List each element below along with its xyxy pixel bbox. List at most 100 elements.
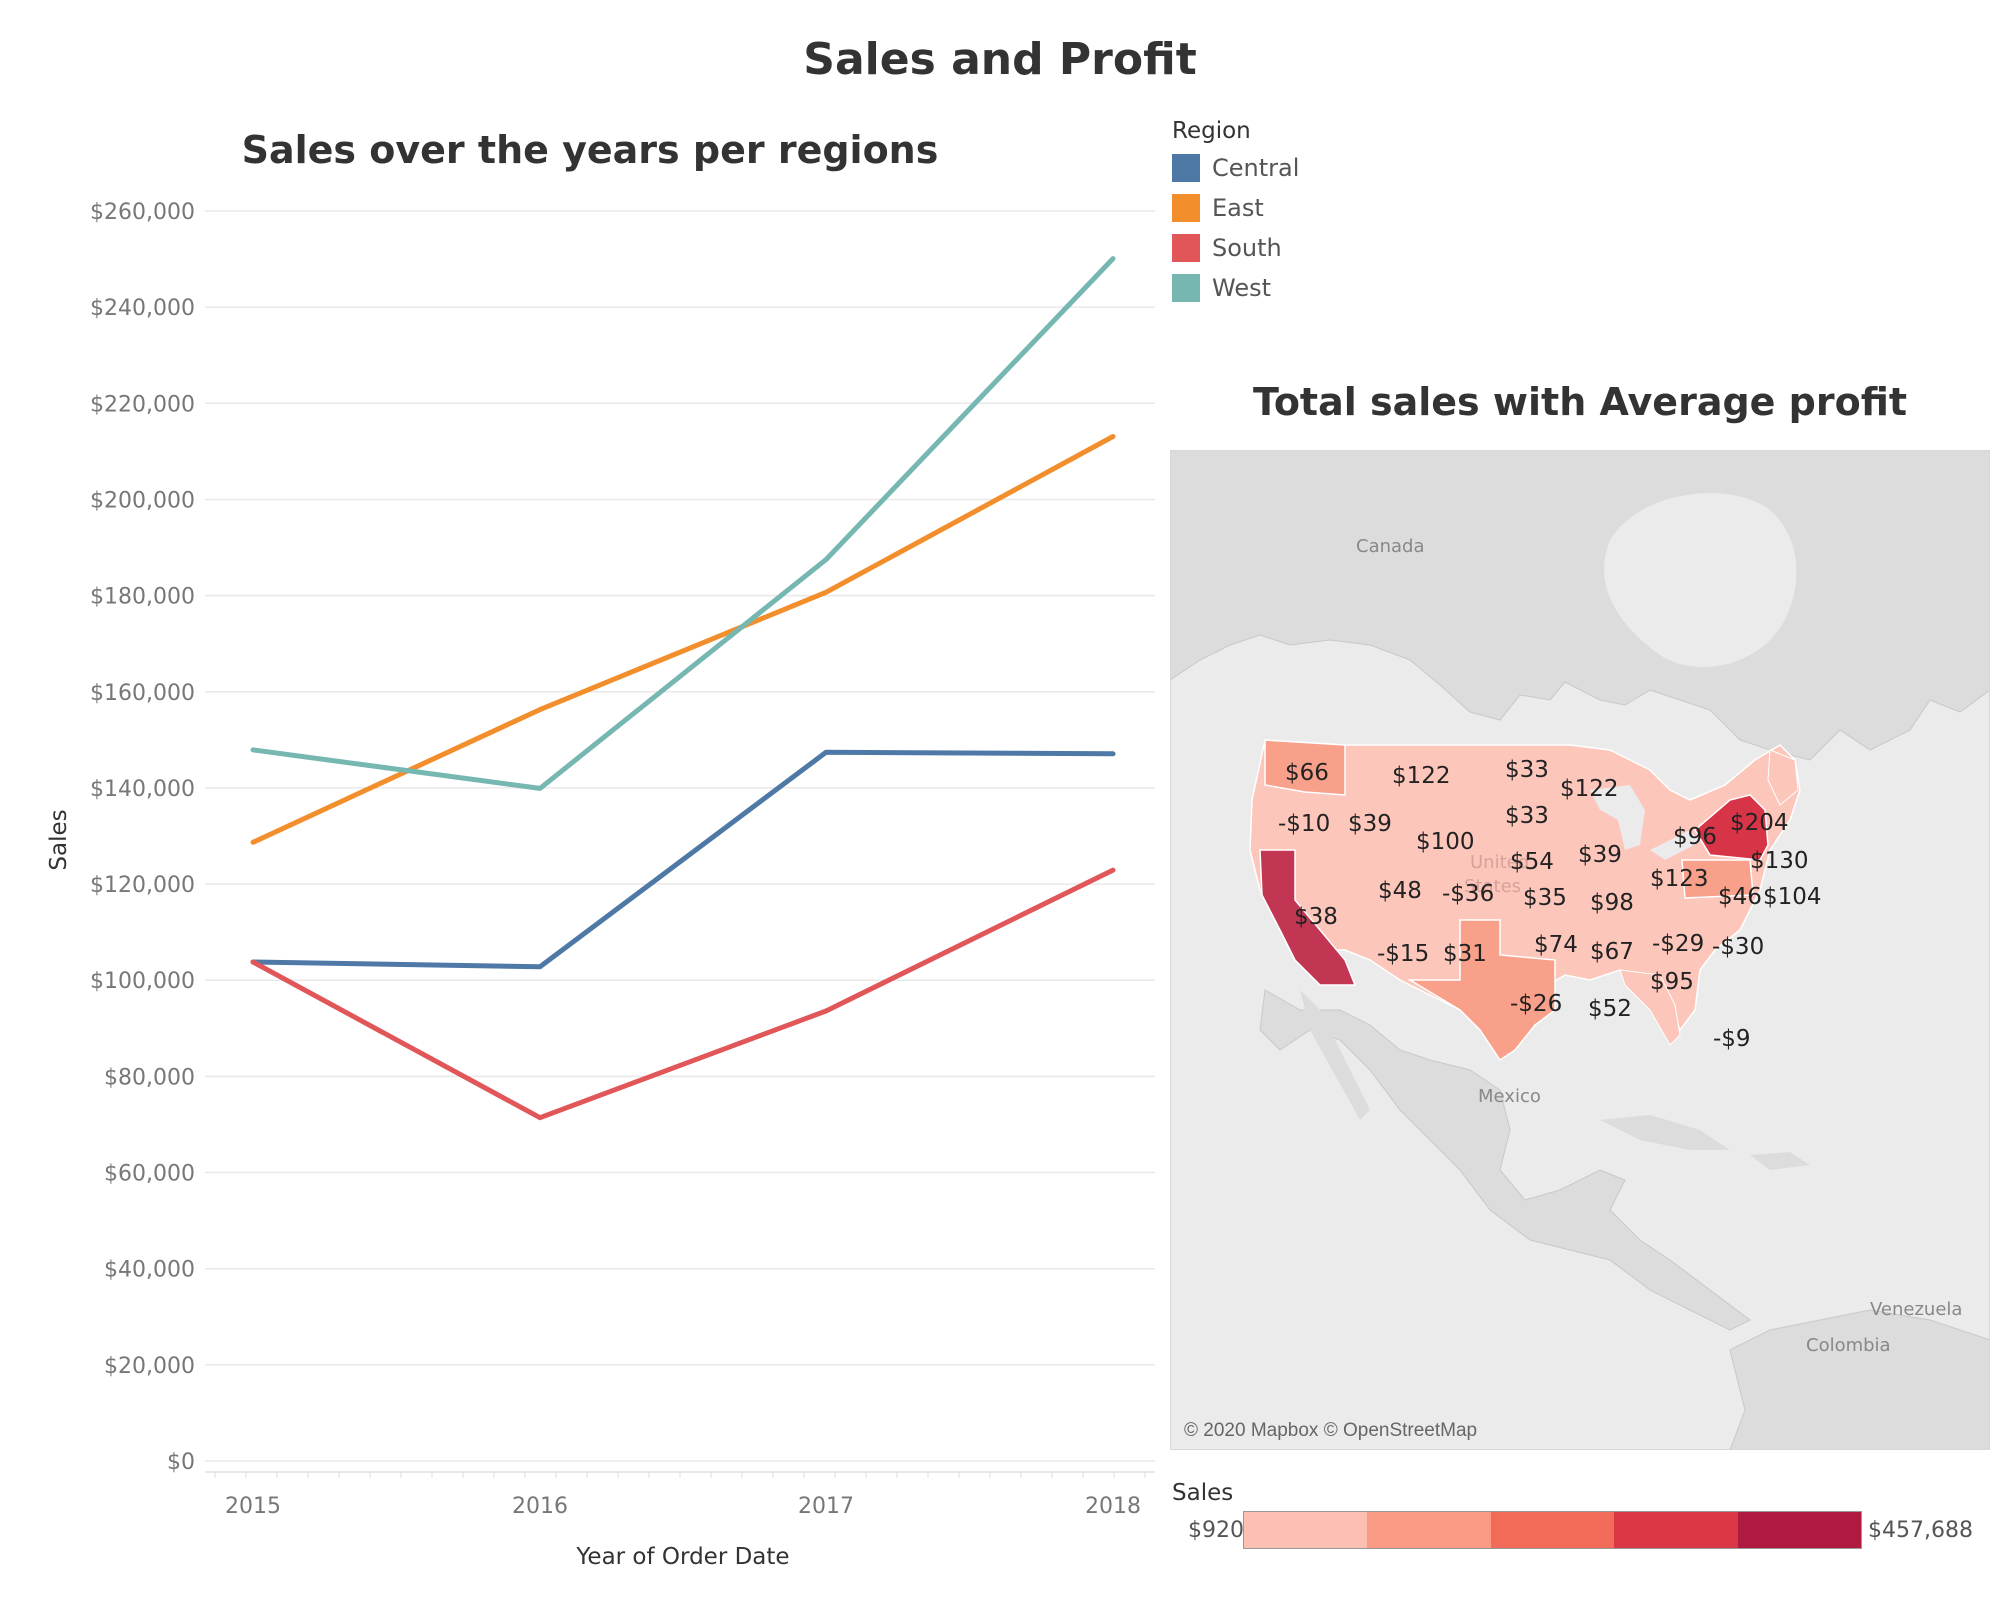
profit-labels: $66 $122 $33 $122 -$10 $39 $33 $100 $54 …	[1278, 757, 1822, 1052]
y-tick-label: $40,000	[104, 1258, 195, 1283]
island-north	[1860, 460, 1970, 550]
x-tick-label: 2016	[512, 1494, 568, 1519]
profit-label: -$29	[1652, 931, 1704, 957]
y-tick-label: $220,000	[90, 392, 195, 417]
line-chart-title: Sales over the years per regions	[241, 128, 939, 172]
map-border	[1170, 450, 1990, 1450]
y-tick-label: $0	[167, 1450, 195, 1475]
state-florida	[1619, 969, 1681, 1046]
cuba-land	[1600, 1115, 1730, 1150]
y-tick-label: $180,000	[90, 585, 195, 610]
y-tick-label: $160,000	[90, 681, 195, 706]
x-tick-label: 2017	[798, 1494, 854, 1519]
sales-map[interactable]: Canada Mexico Venezuela Colombia United …	[1170, 450, 1990, 1450]
legend-item-west[interactable]: West	[1172, 273, 1271, 303]
great-lakes	[1590, 785, 1645, 850]
x-tick-label: 2015	[225, 1494, 281, 1519]
color-scale-step-4	[1614, 1512, 1738, 1548]
series-line-south[interactable]	[250, 867, 1116, 1121]
hudson-bay	[1604, 493, 1797, 667]
y-tick-label: $260,000	[90, 200, 195, 225]
profit-label: $98	[1590, 890, 1634, 916]
legend-swatch-south	[1172, 234, 1200, 262]
profit-label: $54	[1510, 849, 1554, 875]
profit-label: $74	[1534, 932, 1578, 958]
y-axis-ticks: $0 $20,000 $40,000 $60,000 $80,000 $100,000 $1…	[90, 200, 195, 1475]
map-title: Total sales with Average profit	[1252, 380, 1908, 424]
y-tick-label: $140,000	[90, 777, 195, 802]
profit-label: $33	[1505, 803, 1549, 829]
place-united: United	[1470, 852, 1529, 873]
y-tick-label: $240,000	[90, 296, 195, 321]
profit-label: $39	[1348, 811, 1392, 837]
profit-label: $96	[1673, 824, 1717, 850]
color-scale-step-3	[1490, 1512, 1615, 1548]
legend-label-south: South	[1212, 234, 1282, 262]
profit-label: $67	[1590, 939, 1634, 965]
profit-label: $104	[1763, 884, 1822, 910]
line-chart: $0 $20,000 $40,000 $60,000 $80,000 $100,000 $1…	[46, 200, 1155, 1570]
place-states: States	[1464, 876, 1521, 897]
legend-swatch-west	[1172, 274, 1200, 302]
profit-label: $130	[1750, 848, 1809, 874]
lake-erie	[1650, 830, 1700, 860]
gridlines	[205, 210, 1155, 1478]
y-tick-label: $120,000	[90, 873, 195, 898]
color-scale-bar	[1243, 1511, 1862, 1549]
y-tick-label: $20,000	[104, 1354, 195, 1379]
x-axis-title: Year of Order Date	[575, 1544, 789, 1570]
dashboard-title: Sales and Profit	[803, 34, 1197, 85]
profit-label: -$15	[1377, 941, 1429, 967]
profit-label: -$10	[1278, 811, 1330, 837]
x-axis-ticks: 2015 2016 2017 2018	[225, 1494, 1141, 1519]
profit-label: $66	[1285, 760, 1329, 786]
profit-label: -$9	[1713, 1026, 1751, 1052]
y-tick-label: $200,000	[90, 488, 195, 513]
series-line-central[interactable]	[250, 749, 1116, 970]
color-scale-step-1	[1244, 1512, 1368, 1548]
profit-label: $122	[1560, 776, 1619, 802]
legend-label-east: East	[1212, 194, 1264, 222]
place-mexico: Mexico	[1478, 1086, 1541, 1107]
profit-label: $52	[1588, 996, 1632, 1022]
series-lines	[250, 256, 1116, 1121]
color-scale-min: $920	[1188, 1518, 1244, 1543]
state-california	[1259, 849, 1357, 986]
legend-item-east[interactable]: East	[1172, 193, 1264, 223]
profit-label: $48	[1378, 878, 1422, 904]
legend-item-central[interactable]: Central	[1172, 153, 1299, 183]
map-credit: © 2020 Mapbox © OpenStreetMap	[1184, 1420, 1477, 1441]
x-tick-label: 2018	[1085, 1494, 1141, 1519]
color-scale-max: $457,688	[1868, 1518, 1973, 1543]
legend-item-south[interactable]: South	[1172, 233, 1282, 263]
south-america-land	[1729, 1309, 1990, 1450]
profit-label: $100	[1416, 829, 1475, 855]
place-canada: Canada	[1356, 536, 1425, 557]
series-line-west[interactable]	[250, 256, 1116, 791]
mexico-land	[1259, 989, 1751, 1331]
color-scale-title: Sales	[1172, 1480, 1234, 1506]
hispaniola-land	[1750, 1152, 1810, 1170]
y-axis-title: Sales	[46, 809, 72, 870]
baja-land	[1300, 990, 1370, 1120]
profit-label: -$30	[1712, 934, 1764, 960]
legend-label-central: Central	[1212, 154, 1300, 182]
profit-label: $39	[1578, 842, 1622, 868]
profit-label: $122	[1392, 763, 1451, 789]
legend-swatch-central	[1172, 154, 1200, 182]
profit-label: -$26	[1510, 991, 1562, 1017]
state-newyork	[1694, 794, 1769, 861]
series-line-east[interactable]	[250, 434, 1116, 845]
y-tick-label: $80,000	[104, 1065, 195, 1090]
profit-label: $95	[1650, 969, 1694, 995]
profit-label: $33	[1505, 757, 1549, 783]
profit-label: $38	[1294, 904, 1338, 930]
state-texas	[1407, 919, 1556, 1062]
legend-swatch-east	[1172, 194, 1200, 222]
profit-label: $204	[1730, 810, 1789, 836]
state-washington	[1264, 739, 1346, 796]
state-maine	[1767, 749, 1799, 806]
place-venezuela: Venezuela	[1870, 1299, 1962, 1320]
canada-land	[1170, 450, 1990, 761]
profit-label: $123	[1650, 866, 1709, 892]
